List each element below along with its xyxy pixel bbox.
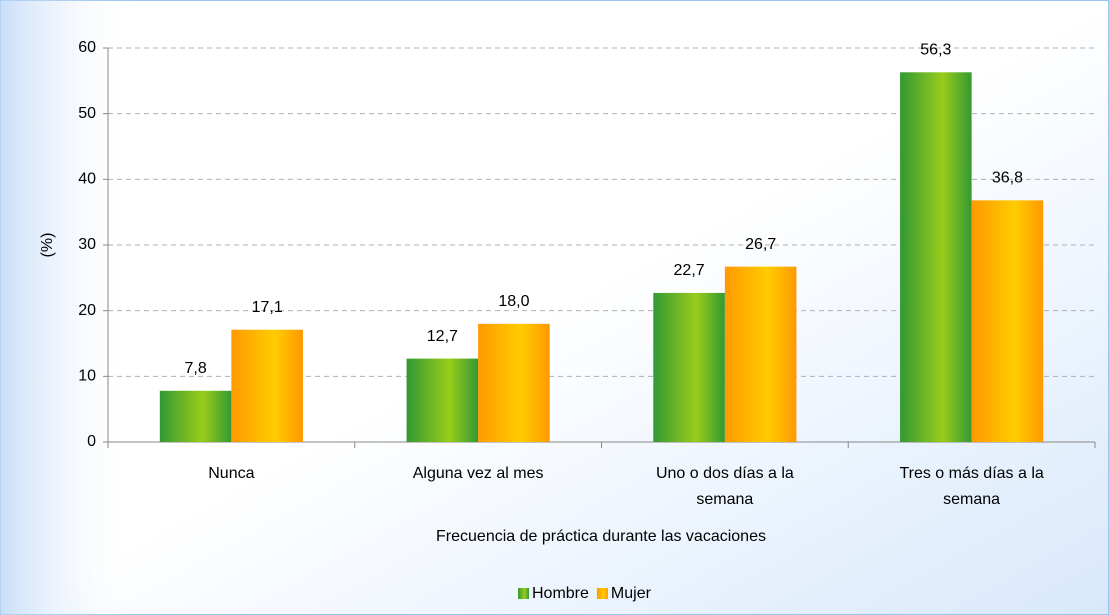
y-tick-label: 60: [78, 39, 96, 56]
y-tick-label: 0: [87, 433, 96, 450]
bar: [231, 329, 303, 442]
bar: [478, 323, 550, 442]
bar: [724, 266, 797, 442]
bar: [159, 390, 232, 442]
data-label: 22,7: [674, 262, 705, 279]
data-label: 36,8: [992, 170, 1023, 187]
legend-label: Hombre: [532, 585, 589, 602]
bar: [900, 72, 972, 443]
x-tick-label: Alguna vez al mes: [413, 465, 544, 482]
data-label: 18,0: [498, 293, 529, 310]
x-axis-title: Frecuencia de práctica durante las vacac…: [436, 528, 766, 545]
data-label: 7,8: [184, 360, 206, 377]
y-axis-title: (%): [39, 233, 56, 258]
x-tick-label: Tres o más días a la semana: [899, 465, 1043, 508]
y-tick-label: 30: [78, 236, 96, 253]
y-tick-label: 40: [78, 171, 96, 188]
bar: [406, 358, 479, 442]
data-label: 56,3: [920, 42, 951, 59]
data-label: 17,1: [252, 299, 283, 316]
x-tick-label: Uno o dos días a la semana: [656, 465, 794, 508]
legend-swatch: [518, 588, 529, 599]
bar: [653, 292, 725, 442]
legend-label: Mujer: [611, 585, 652, 602]
legend-swatch: [596, 588, 608, 599]
y-tick-label: 50: [78, 105, 96, 122]
data-label: 12,7: [427, 328, 458, 345]
y-tick-label: 10: [78, 368, 96, 385]
bar: [971, 200, 1044, 442]
x-tick-label: Nunca: [208, 465, 254, 482]
data-label: 26,7: [745, 236, 776, 253]
y-tick-label: 20: [78, 302, 96, 319]
